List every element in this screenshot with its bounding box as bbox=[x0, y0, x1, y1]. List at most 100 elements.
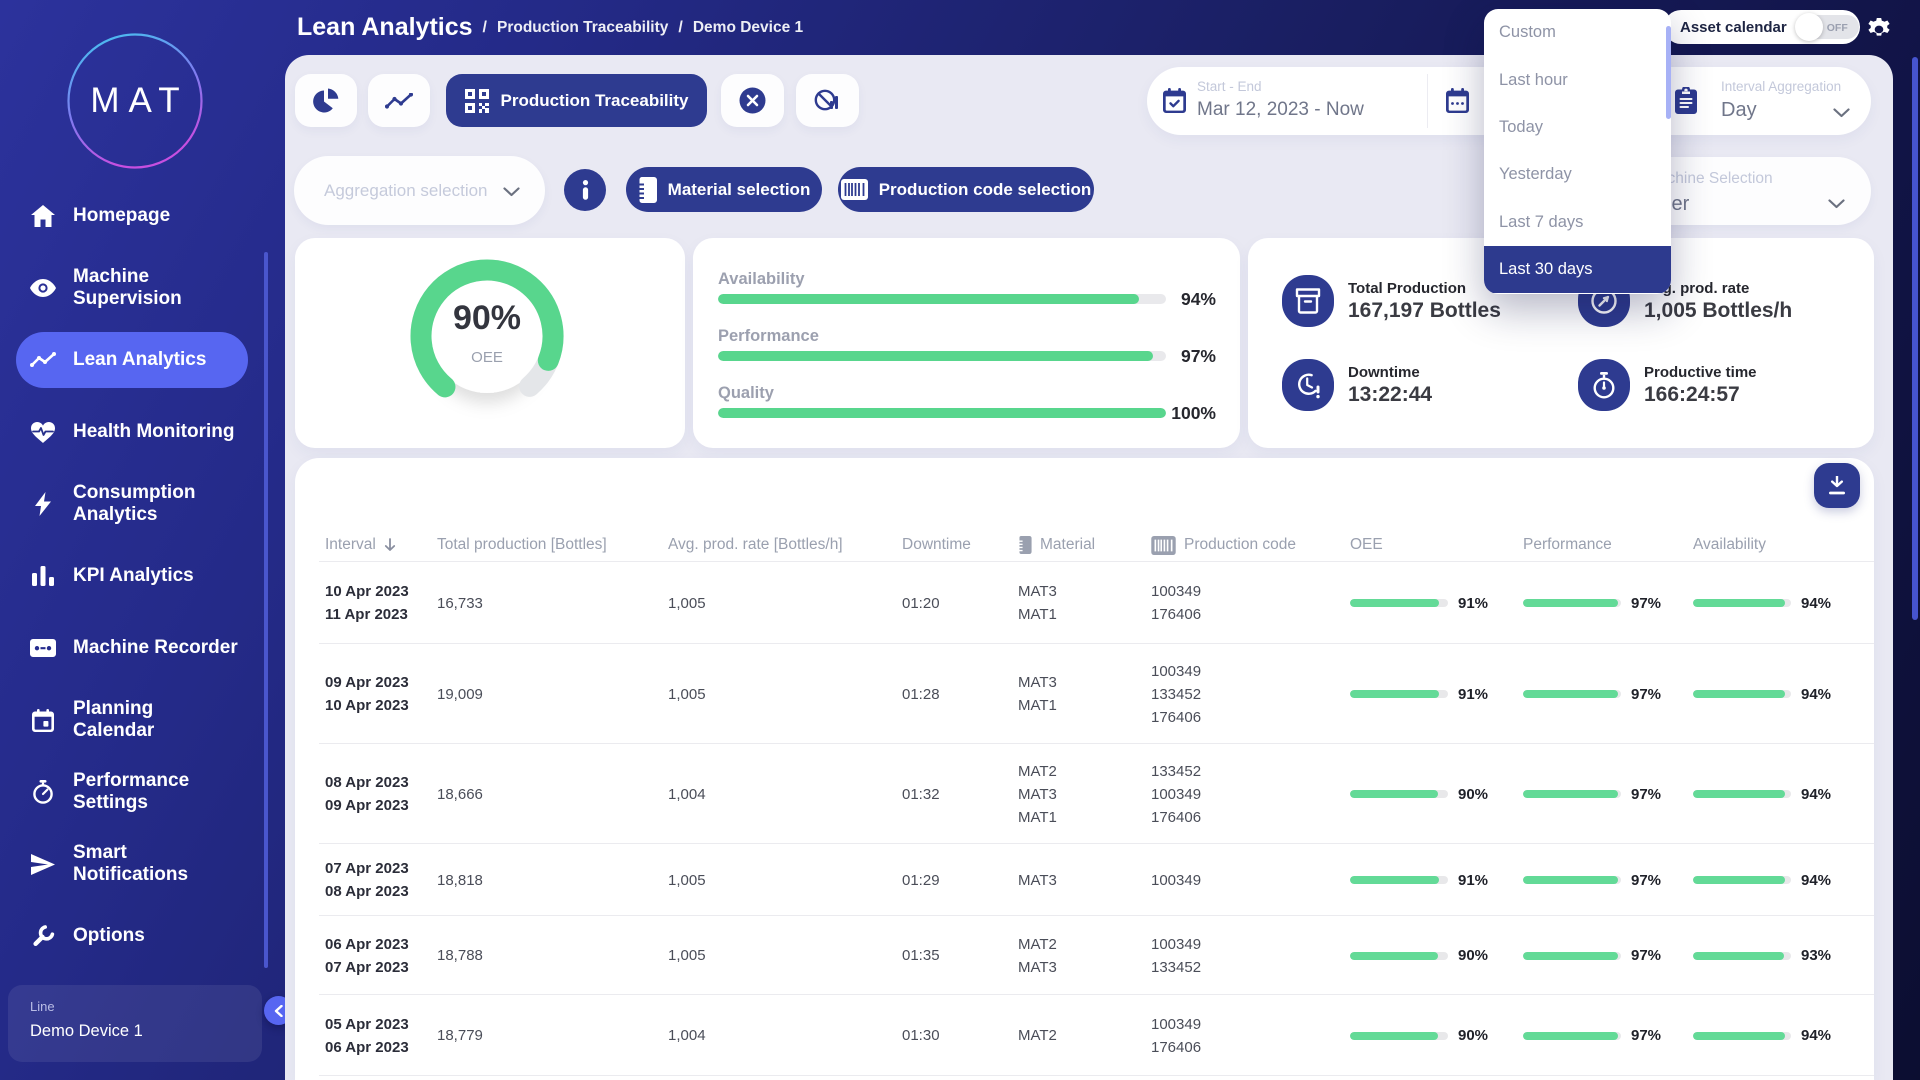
production-code-cell: 100349 133452 176406 bbox=[1151, 660, 1350, 729]
chart-disabled-icon bbox=[814, 89, 838, 111]
date-range-value[interactable]: Mar 12, 2023 - Now bbox=[1197, 99, 1364, 120]
table-row[interactable]: 08 Apr 2023 09 Apr 2023 18,666 1,004 01:3… bbox=[295, 744, 1874, 844]
bar-value: 97% bbox=[1631, 871, 1662, 889]
menu-item-last-7-days[interactable]: Last 7 days bbox=[1499, 212, 1584, 231]
sidebar-item-label: Machine Recorder bbox=[73, 637, 238, 658]
cell-line: 11 Apr 2023 bbox=[325, 606, 408, 623]
column-header-oee[interactable]: OEE bbox=[1350, 536, 1523, 554]
table-header: Interval Total production [Bottles] Avg.… bbox=[295, 528, 1874, 562]
dropdown-scrollbar[interactable] bbox=[1666, 26, 1671, 119]
progress-fill bbox=[718, 408, 1166, 418]
avg-prod-rate-cell: 1,005 bbox=[668, 594, 706, 612]
material-selection-button[interactable]: Material selection bbox=[626, 167, 822, 212]
breadcrumb-separator: / bbox=[678, 18, 683, 36]
bar-track bbox=[1693, 790, 1791, 798]
cell-line: 10 Apr 2023 bbox=[325, 583, 409, 600]
bar-track bbox=[1350, 951, 1448, 960]
chevron-left-icon bbox=[274, 1004, 283, 1017]
asset-calendar-toggle[interactable]: OFF bbox=[1794, 13, 1859, 41]
settings-gear-button[interactable] bbox=[1866, 15, 1892, 41]
table-row[interactable]: 10 Apr 2023 11 Apr 2023 16,733 1,005 01:2… bbox=[295, 562, 1874, 644]
column-header-label: Total production [Bottles] bbox=[437, 536, 607, 553]
production-code-selection-button[interactable]: Production code selection bbox=[838, 167, 1094, 212]
bar-value: 94% bbox=[1801, 685, 1832, 703]
column-header-label: Avg. prod. rate [Bottles/h] bbox=[668, 536, 843, 553]
aggregation-selection-dropdown[interactable]: Aggregation selection bbox=[294, 156, 545, 225]
sidebar-item-kpi-analytics[interactable]: KPI Analytics bbox=[0, 540, 285, 612]
sidebar-item-performance-settings[interactable]: Performance Settings bbox=[0, 756, 285, 828]
table-row[interactable]: 09 Apr 2023 10 Apr 2023 19,009 1,005 01:2… bbox=[295, 644, 1874, 744]
sidebar-item-smart-notifications[interactable]: Smart Notifications bbox=[0, 828, 285, 900]
sidebar-scrollbar[interactable] bbox=[264, 252, 268, 968]
column-header-availability[interactable]: Availability bbox=[1693, 536, 1874, 554]
total-production-stat: Total Production 167,197 Bottles bbox=[1282, 275, 1501, 327]
cell-line: 08 Apr 2023 bbox=[325, 774, 409, 791]
apq-metrics-card: Availability 94% Performance 97% Quality… bbox=[693, 238, 1240, 448]
calendar-preset-icon[interactable] bbox=[1446, 88, 1469, 118]
sidebar-item-consumption-analytics[interactable]: Consumption Analytics bbox=[0, 468, 285, 540]
wrench-icon bbox=[30, 924, 56, 948]
column-header-material[interactable]: Material bbox=[1018, 536, 1151, 554]
sidebar-item-planning-calendar[interactable]: Planning Calendar bbox=[0, 684, 285, 756]
progress-fill bbox=[718, 294, 1140, 304]
sidebar-item-homepage[interactable]: Homepage bbox=[0, 180, 285, 252]
clear-view-button[interactable] bbox=[721, 74, 784, 127]
calendar-check-icon[interactable] bbox=[1163, 88, 1186, 118]
table-row[interactable]: 06 Apr 2023 07 Apr 2023 18,788 1,005 01:3… bbox=[295, 916, 1874, 995]
oee-bar: 91% bbox=[1350, 595, 1523, 612]
breadcrumb-item[interactable]: Demo Device 1 bbox=[692, 18, 804, 36]
table-row[interactable]: 07 Apr 2023 08 Apr 2023 18,818 1,005 01:2… bbox=[295, 844, 1874, 916]
menu-item-custom[interactable]: Custom bbox=[1499, 23, 1556, 42]
production-traceability-view-button[interactable]: Production Traceability bbox=[446, 74, 707, 127]
bar-fill bbox=[1693, 790, 1786, 798]
column-header-total-production[interactable]: Total production [Bottles] bbox=[437, 536, 668, 554]
download-button[interactable] bbox=[1814, 463, 1860, 508]
date-range-label: Start - End bbox=[1197, 79, 1262, 94]
aggregation-selection-placeholder: Aggregation selection bbox=[324, 180, 488, 200]
sort-descending-icon bbox=[384, 538, 395, 551]
column-header-avg-prod-rate[interactable]: Avg. prod. rate [Bottles/h] bbox=[668, 536, 902, 554]
cell-line: 100349 bbox=[1151, 662, 1202, 680]
bar-value: 97% bbox=[1631, 1027, 1662, 1044]
breadcrumb-item[interactable]: Production Traceability bbox=[496, 18, 669, 36]
traceability-table-card: Interval Total production [Bottles] Avg.… bbox=[295, 458, 1874, 1080]
stat-value: 1,005 Bottles/h bbox=[1644, 298, 1793, 322]
pie-chart-view-button[interactable] bbox=[295, 74, 357, 127]
column-header-performance[interactable]: Performance bbox=[1523, 536, 1693, 554]
info-button[interactable] bbox=[564, 169, 606, 211]
column-header-downtime[interactable]: Downtime bbox=[902, 536, 1018, 554]
performance-progress-bar bbox=[718, 351, 1166, 361]
menu-item-last-hour[interactable]: Last hour bbox=[1499, 70, 1568, 89]
bar-fill bbox=[1693, 599, 1786, 607]
menu-item-last-30-days[interactable]: Last 30 days bbox=[1484, 245, 1671, 294]
column-header-interval[interactable]: Interval bbox=[325, 536, 437, 554]
chevron-down-icon[interactable] bbox=[1833, 105, 1850, 123]
app-logo-text: MAT bbox=[90, 81, 189, 120]
sidebar-item-options[interactable]: Options bbox=[0, 900, 285, 972]
top-header: Lean Analytics / Production Traceability… bbox=[285, 0, 1920, 55]
sidebar-item-health-monitoring[interactable]: Health Monitoring bbox=[0, 396, 285, 468]
sidebar-item-machine-supervision[interactable]: Machine Supervision bbox=[0, 252, 285, 324]
sidebar-item-lean-analytics[interactable]: Lean Analytics bbox=[0, 324, 285, 396]
bar-chart-icon bbox=[30, 566, 56, 586]
no-data-chart-button[interactable] bbox=[796, 74, 859, 127]
menu-item-yesterday[interactable]: Yesterday bbox=[1499, 165, 1572, 184]
quality-progress-bar bbox=[718, 408, 1166, 418]
breadcrumb-separator: / bbox=[482, 18, 487, 36]
stat-label: Total Production bbox=[1348, 279, 1467, 297]
column-header-production-code[interactable]: Production code bbox=[1151, 535, 1350, 555]
interval-aggregation-value[interactable]: Day bbox=[1721, 99, 1757, 121]
interval-cell: 05 Apr 2023 06 Apr 2023 bbox=[325, 1013, 437, 1059]
line-chart-view-button[interactable] bbox=[368, 74, 430, 127]
bar-value: 91% bbox=[1458, 871, 1489, 889]
chevron-down-icon bbox=[1828, 199, 1845, 209]
table-row[interactable]: 05 Apr 2023 06 Apr 2023 18,779 1,004 01:3… bbox=[295, 995, 1874, 1076]
stat-value: 166:24:57 bbox=[1644, 382, 1740, 406]
productive-time-stat: Productive time 166:24:57 bbox=[1578, 359, 1757, 411]
cell-line: 176406 bbox=[1151, 1038, 1202, 1056]
sidebar-item-machine-recorder[interactable]: Machine Recorder bbox=[0, 612, 285, 684]
cell-line: MAT2 bbox=[1018, 935, 1057, 953]
menu-item-today[interactable]: Today bbox=[1499, 117, 1544, 136]
page-scrollbar[interactable] bbox=[1912, 57, 1918, 620]
bar-value: 91% bbox=[1458, 685, 1489, 703]
